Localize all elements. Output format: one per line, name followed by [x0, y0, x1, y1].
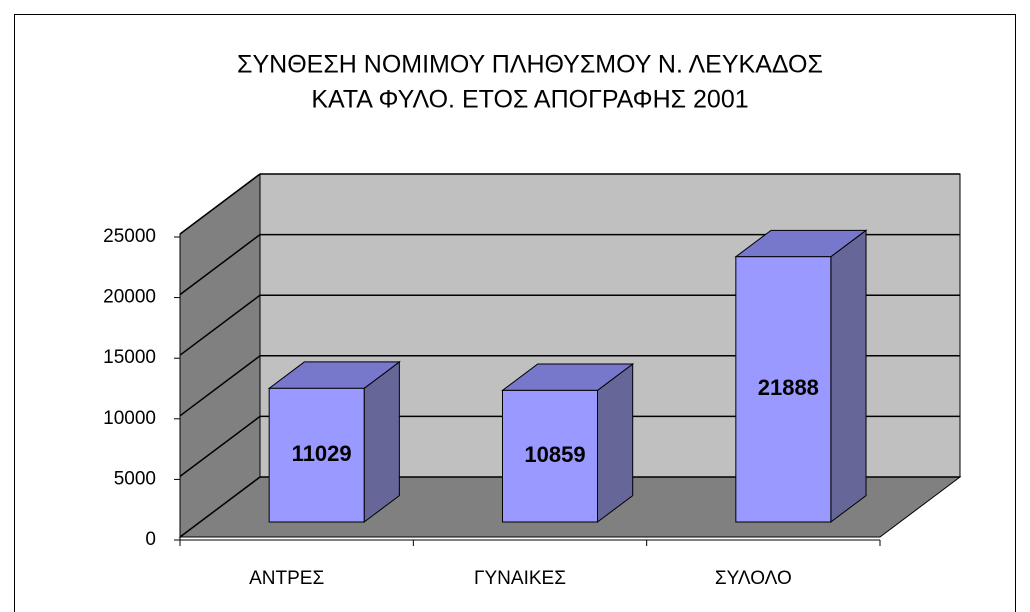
bar: [268, 387, 365, 523]
x-tick-label: ΓΥΝΑΙΚΕΣ: [474, 568, 566, 589]
chart-title: ΣΥΝΘΕΣΗ ΝΟΜΙΜΟΥ ΠΛΗΘΥΣΜΟΥ Ν. ΛΕΥΚΑΔΟΣ: [237, 51, 823, 79]
bar-side: [363, 360, 400, 523]
grid-line: [179, 294, 261, 356]
y-tick-label: 10000: [103, 408, 156, 429]
y-tick-label: 25000: [103, 226, 156, 247]
side-wall: [179, 173, 261, 538]
bar-side: [830, 229, 867, 523]
grid-line: [179, 355, 261, 417]
bar-side: [597, 362, 634, 523]
x-tick-label: ΣΥΛΟΛΟ: [715, 568, 792, 589]
data-label: 10859: [524, 442, 585, 467]
y-tick-label: 20000: [103, 287, 156, 308]
x-tick-label: ΑΝΤΡΕΣ: [249, 568, 324, 589]
y-tick-label: 0: [145, 529, 156, 550]
y-tick-label: 5000: [114, 468, 156, 489]
data-label: 21888: [758, 375, 819, 400]
y-tick-label: 15000: [103, 347, 156, 368]
bar: [735, 256, 832, 523]
grid-line: [179, 234, 261, 296]
grid-line: [179, 173, 261, 235]
chart-title: ΚΑΤΑ ΦΥΛΟ. ΕΤΟΣ ΑΠΟΓΡΑΦΗΣ 2001: [311, 86, 748, 114]
grid-line: [179, 476, 261, 538]
bar: [502, 389, 598, 523]
data-label: 11029: [292, 441, 352, 466]
grid-line: [179, 415, 261, 477]
